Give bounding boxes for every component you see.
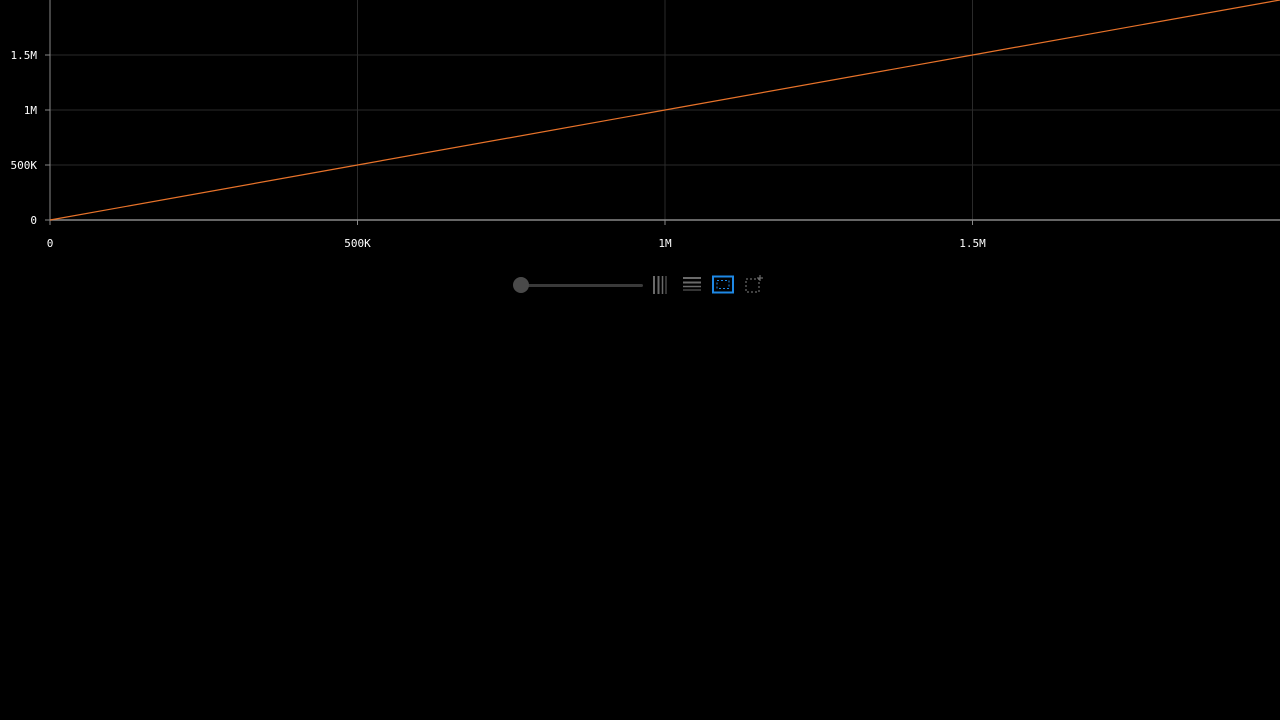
x-tick-label: 0 [47, 237, 54, 250]
y-tick-label: 1.5M [11, 49, 38, 62]
y-tick-label: 0 [30, 214, 37, 227]
y-tick-label: 1M [24, 104, 38, 117]
box-select-add-tool-button[interactable] [742, 274, 766, 296]
x-tick-label: 500K [344, 237, 371, 250]
box-select-icon [712, 275, 734, 294]
zoom-slider-track[interactable] [518, 284, 643, 287]
x-axis: 0 500K 1M 1.5M [47, 219, 1280, 250]
horizontal-lines-tool-button[interactable] [680, 274, 704, 296]
y-axis: 0 500K 1M 1.5M [11, 0, 51, 227]
x-tick-label: 1.5M [959, 237, 986, 250]
horizontal-lines-icon [683, 277, 701, 291]
chart-series [49, 0, 1280, 221]
vertical-bars-tool-button[interactable] [650, 274, 674, 296]
box-select-tool-button[interactable] [711, 274, 735, 296]
chart-toolbar [512, 274, 772, 296]
line-chart: 0 500K 1M 1.5M 0 500K 1M 1.5M [11, 0, 1280, 250]
series-line [49, 0, 1280, 221]
box-select-add-icon [745, 275, 763, 293]
vertical-bars-icon [653, 276, 667, 294]
y-tick-label: 500K [11, 159, 38, 172]
x-tick-label: 1M [658, 237, 672, 250]
zoom-slider-handle[interactable] [513, 277, 529, 293]
